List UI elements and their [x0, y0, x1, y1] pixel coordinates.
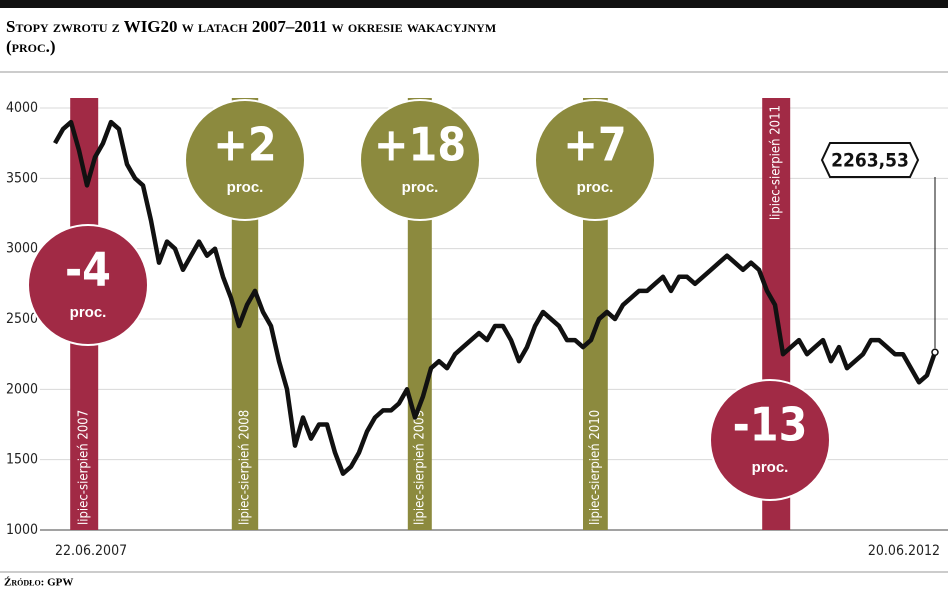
y-tick-label: 2000 [6, 381, 38, 397]
return-unit: proc. [752, 459, 789, 476]
return-badge [184, 99, 306, 221]
return-value: -4 [65, 243, 111, 297]
y-tick-label: 1500 [6, 452, 38, 468]
period-label: lipiec-sierpień 2009 [412, 410, 427, 525]
period-label: lipiec-sierpień 2010 [588, 410, 603, 525]
index-line [53, 119, 938, 476]
return-value: +7 [563, 118, 626, 172]
end-point [931, 348, 939, 357]
callout [820, 142, 920, 178]
return-unit: proc. [402, 179, 439, 196]
source: Źródło: GPW [4, 577, 73, 589]
return-value: +2 [213, 118, 276, 172]
return-unit: proc. [227, 179, 264, 196]
y-tick-label: 4000 [6, 100, 38, 116]
chart-subtitle: (proc.) [6, 37, 56, 56]
top-bar [0, 0, 948, 8]
y-tick-label: 3000 [6, 241, 38, 257]
y-tick-label: 1000 [6, 522, 38, 538]
return-badge [359, 99, 481, 221]
return-value: -13 [733, 398, 808, 452]
return-value: +18 [374, 118, 466, 172]
y-tick-label: 2500 [6, 311, 38, 327]
period-label: lipiec-sierpień 2011 [769, 105, 784, 220]
return-badge [534, 99, 656, 221]
return-badge [27, 224, 149, 346]
chart-title: Stopy zwrotu z WIG20 w latach 2007–2011 … [6, 17, 496, 36]
period-label: lipiec-sierpień 2008 [238, 410, 253, 525]
x-tick-label: 20.06.2012 [868, 543, 940, 559]
period-label: lipiec-sierpień 2007 [77, 410, 92, 525]
return-unit: proc. [70, 304, 107, 321]
return-unit: proc. [577, 179, 614, 196]
y-tick-label: 3500 [6, 170, 38, 186]
end-label: 2263,53 [831, 150, 909, 172]
return-badge [709, 379, 831, 501]
x-tick-label: 22.06.2007 [55, 543, 127, 559]
